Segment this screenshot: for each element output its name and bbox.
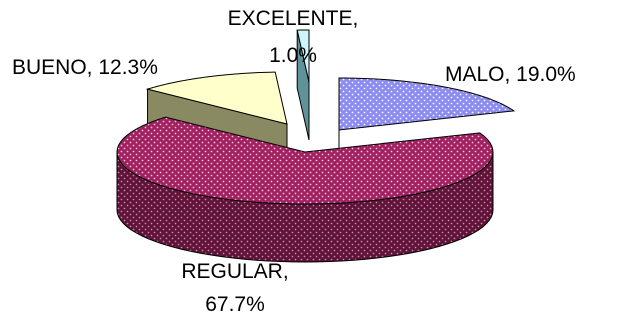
pie-top-regular	[116, 116, 494, 205]
pie-top-bueno	[145, 71, 288, 125]
data-label-excelente-name: EXCELENTE,	[227, 7, 359, 30]
pie-slice-regular	[116, 116, 494, 263]
pie-top-excelente	[296, 29, 310, 83]
data-label-regular-name: REGULAR,	[181, 260, 289, 283]
pie-top-malo	[338, 77, 516, 131]
data-label-excelente-percent: 1.0%	[269, 44, 317, 67]
data-label-bueno: BUENO, 12.3%	[12, 56, 158, 79]
pie-slice-excelente	[296, 29, 310, 141]
data-label-malo: MALO, 19.0%	[445, 63, 576, 86]
data-label-regular-percent: 67.7%	[205, 293, 265, 316]
